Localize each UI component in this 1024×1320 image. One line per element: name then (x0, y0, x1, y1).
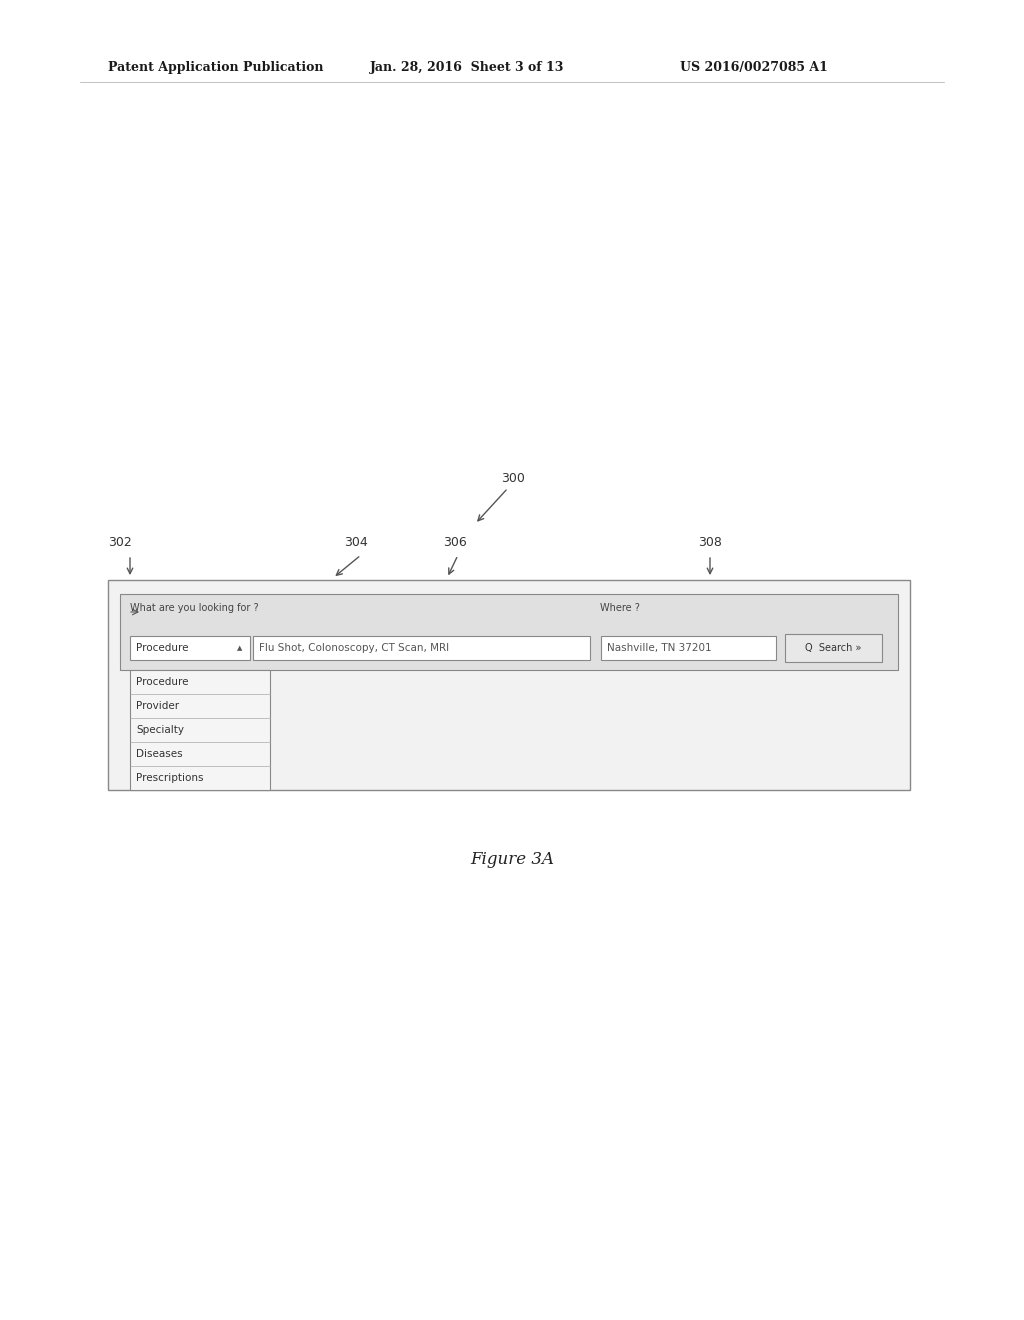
Text: Specialty: Specialty (136, 725, 184, 735)
Text: US 2016/0027085 A1: US 2016/0027085 A1 (680, 62, 827, 74)
Text: Diseases: Diseases (136, 748, 182, 759)
Bar (130, 636, 250, 660)
Bar (253, 636, 590, 660)
Text: ▲: ▲ (238, 645, 243, 651)
Text: Flu Shot, Colonoscopy, CT Scan, MRI: Flu Shot, Colonoscopy, CT Scan, MRI (259, 643, 450, 653)
Text: Nashville, TN 37201: Nashville, TN 37201 (607, 643, 712, 653)
Text: 300: 300 (501, 471, 525, 484)
Text: Prescriptions: Prescriptions (136, 774, 204, 783)
Text: Provider: Provider (136, 701, 179, 711)
Text: 302: 302 (109, 536, 132, 549)
Text: What are you looking for ?: What are you looking for ? (130, 603, 259, 612)
Bar (120, 594, 898, 671)
Text: 306: 306 (443, 536, 467, 549)
Text: Jan. 28, 2016  Sheet 3 of 13: Jan. 28, 2016 Sheet 3 of 13 (370, 62, 564, 74)
Text: Patent Application Publication: Patent Application Publication (108, 62, 324, 74)
Text: Q  Search »: Q Search » (805, 643, 861, 653)
Text: 304: 304 (344, 536, 368, 549)
Bar (130, 671, 270, 789)
Text: Procedure: Procedure (136, 643, 188, 653)
Text: Where ?: Where ? (600, 603, 640, 612)
Text: Figure 3A: Figure 3A (470, 851, 554, 869)
Bar (785, 634, 882, 663)
Bar (601, 636, 776, 660)
Text: 308: 308 (698, 536, 722, 549)
Bar (108, 579, 910, 789)
Text: Procedure: Procedure (136, 677, 188, 686)
